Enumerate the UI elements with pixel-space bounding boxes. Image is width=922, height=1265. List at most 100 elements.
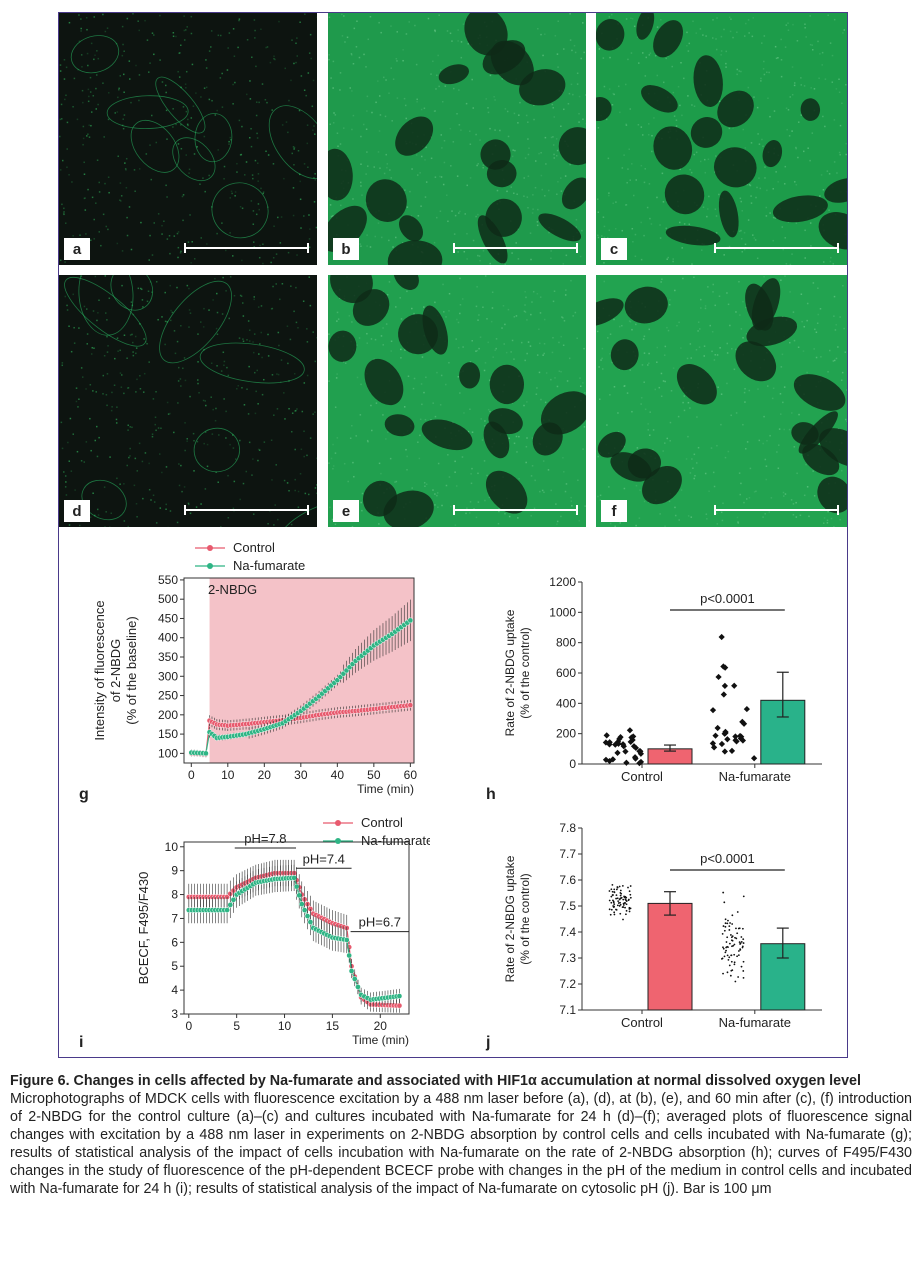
speckle — [563, 471, 565, 473]
individual-data-point — [722, 891, 725, 894]
speckle — [404, 104, 407, 107]
speckle — [385, 438, 387, 440]
speckle — [293, 148, 295, 150]
x-tick-label: 40 — [331, 768, 345, 782]
speckle — [744, 147, 747, 149]
speckle — [793, 339, 796, 342]
individual-data-point — [609, 913, 612, 916]
panel-label-i: i — [79, 1034, 84, 1051]
individual-data-point — [726, 922, 729, 925]
speckle — [153, 53, 155, 56]
speckle — [125, 157, 128, 160]
speckle — [107, 118, 110, 121]
speckle — [483, 425, 486, 427]
data-point — [343, 937, 350, 943]
individual-data-point — [728, 956, 731, 959]
speckle — [703, 355, 705, 357]
speckle — [478, 347, 480, 350]
speckle — [740, 229, 742, 232]
speckle — [738, 280, 740, 283]
speckle — [130, 301, 133, 303]
cell-nucleus-dark — [488, 408, 523, 435]
speckle — [820, 356, 822, 358]
speckle — [715, 48, 718, 51]
speckle — [205, 404, 207, 407]
speckle — [743, 35, 746, 37]
speckle — [366, 234, 368, 236]
speckle — [583, 51, 585, 54]
speckle — [61, 364, 64, 367]
speckle — [252, 341, 254, 343]
speckle — [297, 506, 300, 509]
speckle — [355, 435, 357, 437]
speckle — [122, 43, 124, 46]
speckle — [518, 114, 520, 116]
speckle — [221, 106, 224, 108]
speckle — [144, 19, 146, 22]
speckle — [63, 211, 65, 213]
speckle — [277, 518, 279, 521]
speckle — [267, 154, 270, 156]
speckle — [288, 407, 290, 410]
speckle — [434, 30, 436, 33]
speckle — [82, 143, 84, 146]
speckle — [414, 24, 416, 27]
speckle — [714, 354, 716, 356]
speckle — [232, 434, 234, 436]
speckle — [489, 74, 492, 77]
speckle — [63, 59, 66, 61]
speckle — [432, 402, 434, 404]
speckle — [258, 208, 261, 211]
speckle — [747, 19, 750, 21]
speckle — [87, 88, 90, 91]
speckle — [831, 54, 834, 57]
speckle — [216, 109, 218, 112]
speckle — [286, 325, 289, 327]
speckle — [359, 243, 362, 245]
speckle — [341, 35, 344, 37]
speckle — [727, 303, 730, 306]
speckle — [761, 138, 763, 141]
speckle — [624, 385, 626, 387]
speckle — [688, 223, 691, 226]
speckle — [788, 135, 791, 137]
speckle — [739, 493, 741, 496]
speckle — [66, 309, 69, 311]
speckle — [310, 57, 312, 60]
speckle — [312, 331, 314, 333]
speckle — [821, 64, 823, 66]
individual-data-point — [729, 922, 731, 924]
speckle — [175, 35, 177, 38]
speckle — [774, 45, 777, 48]
speckle — [725, 50, 728, 53]
x-tick-label: 10 — [278, 1019, 292, 1033]
speckle — [583, 347, 585, 350]
speckle — [63, 78, 66, 80]
speckle — [471, 431, 474, 433]
speckle — [747, 86, 750, 89]
speckle — [258, 353, 260, 355]
speckle — [484, 420, 486, 422]
speckle — [274, 504, 276, 506]
speckle — [636, 447, 639, 449]
speckle — [332, 122, 335, 124]
speckle — [599, 499, 602, 501]
data-point — [298, 901, 305, 907]
speckle — [697, 446, 700, 449]
speckle — [95, 202, 97, 204]
speckle — [444, 85, 447, 87]
speckle — [85, 308, 88, 310]
speckle — [188, 172, 190, 174]
individual-data-point — [724, 918, 727, 921]
speckle — [259, 343, 261, 345]
y-tick-label: 6 — [171, 935, 178, 949]
micrograph-image — [596, 275, 847, 527]
speckle — [664, 525, 666, 527]
speckle — [225, 410, 227, 413]
speckle — [540, 174, 543, 177]
speckle — [730, 18, 732, 20]
speckle — [631, 410, 633, 413]
speckle — [601, 235, 603, 237]
speckle — [562, 456, 564, 459]
speckle — [475, 516, 478, 519]
